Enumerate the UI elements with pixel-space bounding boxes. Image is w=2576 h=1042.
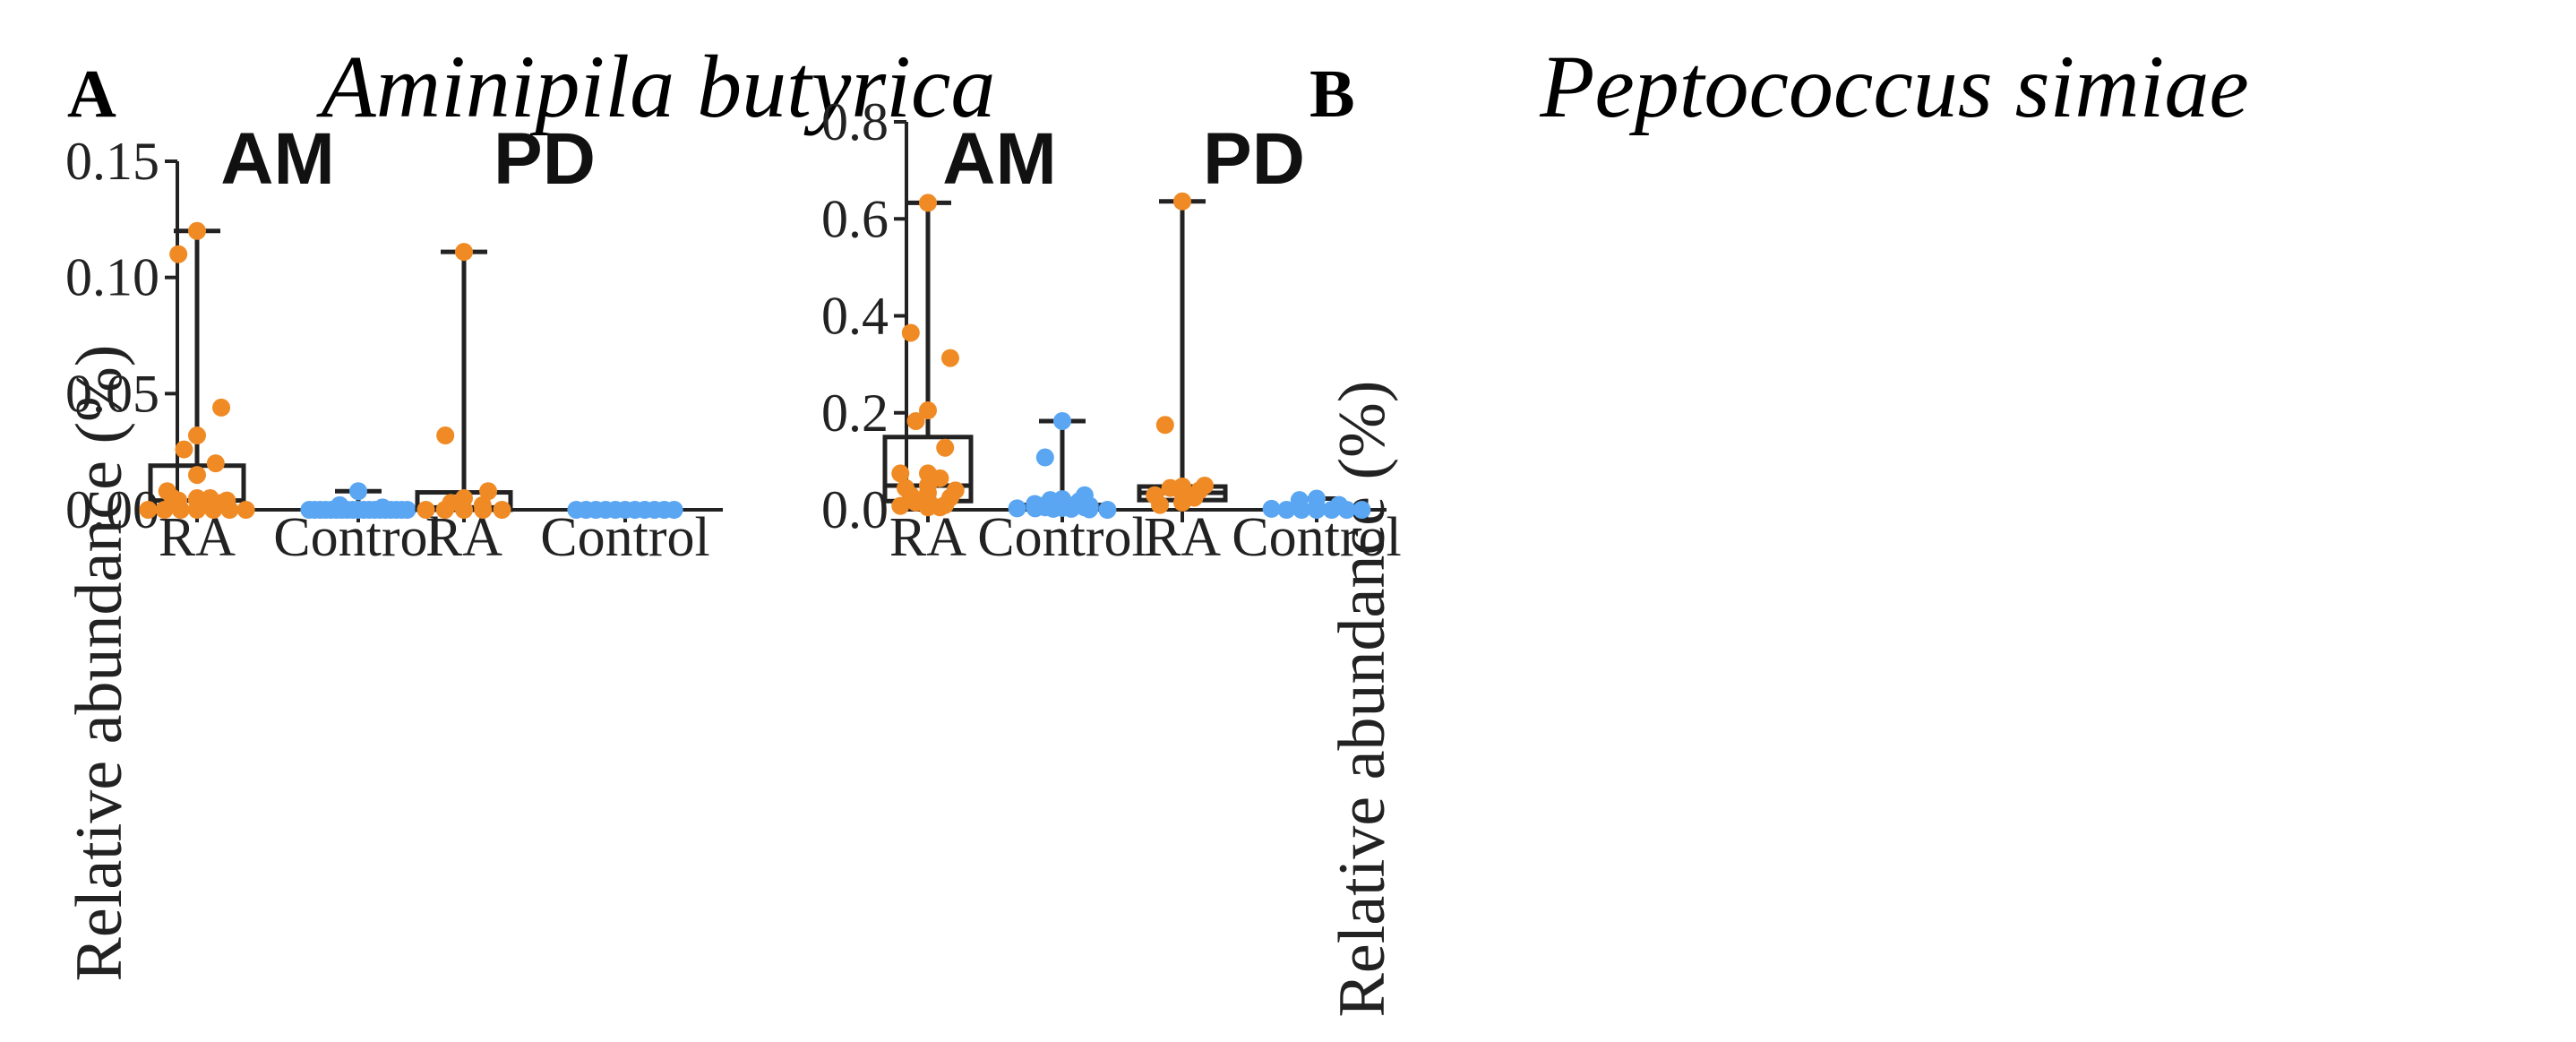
data-point [919,194,937,212]
data-point [906,411,925,430]
data-point [665,501,683,519]
data-point [188,466,206,485]
data-point [479,482,498,501]
data-point [175,440,193,459]
data-point [436,426,455,445]
data-point [1173,192,1191,211]
data-point [891,464,910,483]
data-point [171,501,190,519]
data-point [1155,416,1174,435]
data-point [1277,501,1296,519]
panel-b-title: Peptococcus simiae [1539,37,2248,136]
panel-a-label: A [67,56,116,132]
y-tick-label: 0.10 [65,248,159,307]
data-point [206,454,225,473]
panel-b: B Peptococcus simiae Relative abundance … [821,37,2249,1017]
data-point [1308,501,1326,519]
data-point [169,245,188,263]
data-point [1026,499,1044,518]
data-point [1173,493,1191,512]
data-point [1080,500,1099,519]
panel-a-ylabel: Relative abundance (%) [63,345,136,982]
data-point [1337,501,1356,519]
data-point [1292,501,1311,519]
data-point [901,323,920,342]
category-label: RA [889,507,966,568]
data-point [1352,501,1371,519]
category-label: Control [977,507,1146,568]
y-tick-label: 0.2 [821,383,889,443]
y-tick-label: 0.15 [65,132,159,191]
data-point [349,482,367,501]
category-label: RA [1144,507,1221,568]
data-point [455,243,473,262]
group-label: AM [220,118,335,200]
data-point [188,501,206,519]
data-point [1035,448,1054,467]
data-point [1062,499,1081,518]
data-point [1043,499,1062,518]
data-point [474,501,493,519]
data-point [1151,495,1170,514]
group-label: PD [494,118,596,200]
data-point [236,501,255,519]
data-point [204,501,223,519]
data-point [455,501,473,519]
data-point [1098,501,1117,519]
data-point [940,349,959,367]
panel-b-ylabel: Relative abundance (%) [1326,381,1399,1018]
panel-a: A Aminipila butyrica Relative abundance … [63,37,995,981]
panel-b-label: B [1309,56,1355,132]
data-point [435,501,454,519]
y-tick-label: 0.8 [821,92,889,151]
data-point [919,401,937,420]
data-point [188,221,206,240]
panel-a-title: Aminipila butyrica [316,37,996,136]
data-point [188,426,206,445]
data-point [1262,499,1281,518]
y-tick-label: 0.05 [65,364,159,423]
data-point [493,501,511,519]
y-tick-label: 0.0 [821,480,889,539]
data-point [139,501,158,519]
data-point [220,501,239,519]
data-point [155,501,174,519]
group-label: AM [942,118,1057,200]
group-label: PD [1203,118,1305,200]
y-tick-label: 0.6 [821,189,889,248]
data-point [398,501,416,519]
data-point [891,496,910,515]
data-point [919,498,937,517]
data-point [936,438,955,457]
data-point [1008,499,1026,518]
y-tick-label: 0.4 [821,287,889,346]
data-point [1322,501,1341,519]
data-point [212,398,231,417]
data-point [416,501,435,519]
data-point [1053,411,1071,430]
